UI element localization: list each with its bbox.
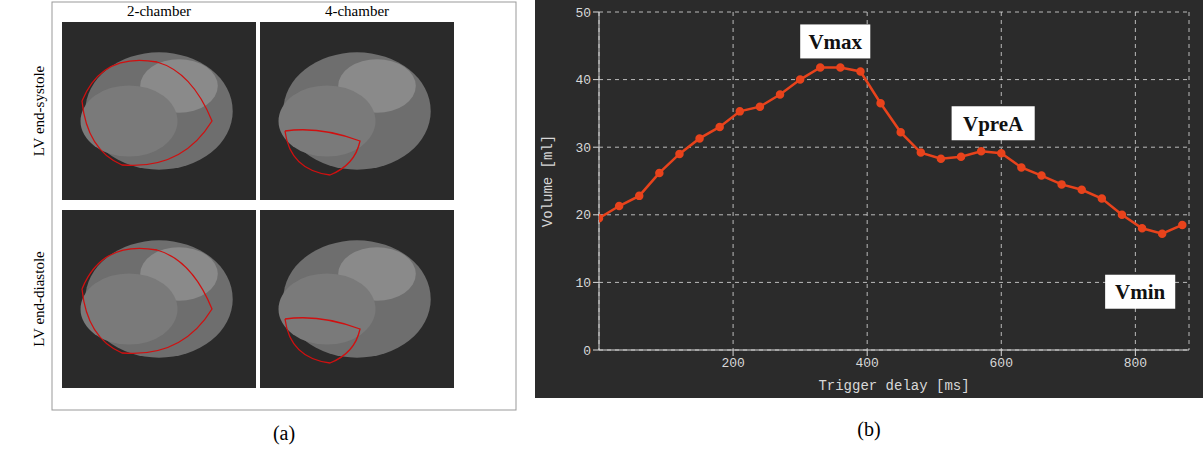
svg-text:40: 40 [575,73,591,88]
svg-text:800: 800 [1124,356,1147,371]
svg-text:4-chamber: 4-chamber [325,3,389,19]
svg-text:2-chamber: 2-chamber [127,3,191,19]
html-text:(b): (b) [857,418,881,440]
svg-text:0: 0 [583,344,591,359]
svg-text:600: 600 [990,356,1013,371]
svg-text:200: 200 [721,356,744,371]
svg-text:50: 50 [575,6,591,21]
svg-text:(a): (a) [273,422,295,445]
svg-text:20: 20 [575,208,591,223]
svg-text:VpreA: VpreA [963,112,1024,136]
svg-text:LV end-systole: LV end-systole [31,65,47,156]
svg-text:Volume [ml]: Volume [ml] [540,135,556,227]
svg-text:Vmax: Vmax [808,30,862,54]
svg-text:LV end-diastole: LV end-diastole [31,251,47,347]
svg-text:10: 10 [575,276,591,291]
svg-text:Trigger delay [ms]: Trigger delay [ms] [818,378,969,394]
svg-text:30: 30 [575,141,591,156]
svg-text:400: 400 [855,356,878,371]
svg-text:Vmin: Vmin [1115,280,1165,304]
